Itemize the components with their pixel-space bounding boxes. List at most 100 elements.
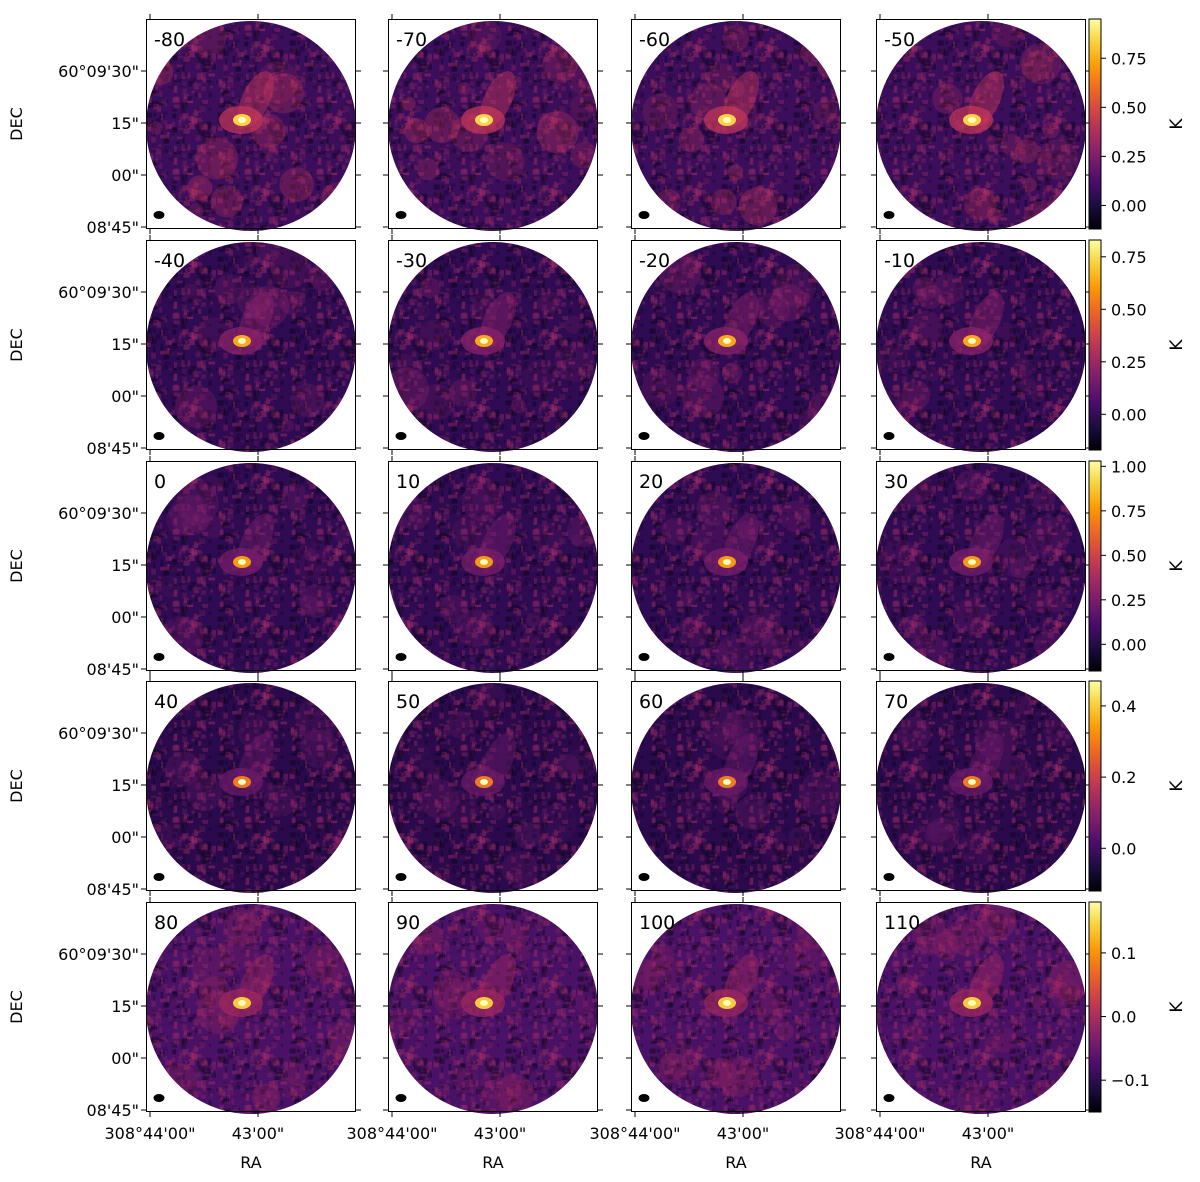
dec-tick-label: 00" — [111, 1049, 139, 1068]
ra-tick-label: 308°44'00" — [589, 1124, 680, 1143]
panel-frame — [631, 240, 841, 450]
beam-ellipse — [153, 873, 165, 881]
dec-tick-label: 00" — [111, 828, 139, 847]
colorbar: 0.4 0.2 0.0 K — [1088, 680, 1187, 892]
channel-panel: 110 — [871, 897, 1091, 1117]
ra-axis-label: RA — [240, 1153, 261, 1172]
colorbar-gradient — [1088, 680, 1102, 892]
panel-frame — [876, 902, 1086, 1112]
ra-axis-label: RA — [970, 1153, 991, 1172]
ra-tick-label: 43'00" — [962, 1124, 1014, 1143]
dec-tick-label: 00" — [111, 608, 139, 627]
panel-grid: -80 -70 -60 -50 -40 -30 -20 -10 0 10 20 30 40 50 60 70 8… — [141, 14, 1091, 1117]
colorbar-tick-label: 0.25 — [1111, 353, 1147, 372]
beam-ellipse — [638, 873, 650, 881]
channel-panel: 40 — [141, 676, 361, 896]
colorbar: 0.75 0.50 0.25 0.00 K — [1088, 18, 1187, 230]
beam-ellipse — [153, 653, 165, 661]
beam-ellipse — [395, 211, 407, 219]
velocity-label: 80 — [154, 912, 178, 934]
channel-panel: 0 — [141, 456, 361, 676]
dec-tick-label: 60°09'30" — [58, 283, 139, 302]
panel-frame — [146, 681, 356, 891]
velocity-label: -70 — [396, 29, 427, 51]
beam-ellipse — [883, 432, 895, 440]
velocity-label: 40 — [154, 691, 178, 713]
beam-ellipse — [153, 432, 165, 440]
colorbar-tick-label: 0.00 — [1111, 635, 1147, 654]
beam-ellipse — [153, 1094, 165, 1102]
beam-ellipse — [638, 432, 650, 440]
colorbar-tick-label: 0.50 — [1111, 546, 1147, 565]
velocity-label: -30 — [396, 250, 427, 272]
panel-frame — [876, 19, 1086, 229]
beam-ellipse — [395, 873, 407, 881]
dec-axis-label: DEC — [7, 328, 26, 362]
dec-tick-label: 15" — [111, 776, 139, 795]
channel-panel: -60 — [626, 14, 846, 234]
dec-tick-label: 00" — [111, 166, 139, 185]
dec-tick-label: 08'45" — [87, 880, 139, 899]
colorbar-tick-label: 0.25 — [1111, 591, 1147, 610]
beam-ellipse — [883, 1094, 895, 1102]
panel-frame — [388, 240, 598, 450]
ra-tick-label: 43'00" — [232, 1124, 284, 1143]
channel-panel: -10 — [871, 235, 1091, 455]
colorbar-tick-label: 0.1 — [1111, 944, 1136, 963]
channel-panel: -40 — [141, 235, 361, 455]
velocity-label: 60 — [639, 691, 663, 713]
velocity-label: 20 — [639, 471, 663, 493]
panel-frame — [631, 681, 841, 891]
colorbar-tick-label: 0.0 — [1111, 839, 1136, 858]
colorbar-gradient — [1088, 901, 1102, 1113]
dec-axis-label: DEC — [7, 769, 26, 803]
beam-ellipse — [153, 211, 165, 219]
colorbar-unit-label: K — [1167, 780, 1187, 792]
channel-panel: 50 — [383, 676, 603, 896]
beam-ellipse — [883, 873, 895, 881]
ra-tick-label: 308°44'00" — [346, 1124, 437, 1143]
dec-tick-label: 60°09'30" — [58, 945, 139, 964]
colorbars: 0.75 0.50 0.25 0.00 K 0.75 0.50 0.25 0.00 K 1.00 0.… — [1088, 18, 1187, 1113]
channel-panel: -80 — [141, 14, 361, 234]
beam-ellipse — [395, 653, 407, 661]
dec-axis-label: DEC — [7, 549, 26, 583]
beam-ellipse — [638, 1094, 650, 1102]
ra-tick-label: 43'00" — [717, 1124, 769, 1143]
dec-tick-label: 08'45" — [87, 660, 139, 679]
beam-ellipse — [638, 211, 650, 219]
colorbar-tick-label: 0.00 — [1111, 196, 1147, 215]
colorbar-tick-label: 1.00 — [1111, 457, 1147, 476]
colorbar: 1.00 0.75 0.50 0.25 0.00 K — [1088, 457, 1187, 672]
colorbar-tick-label: 0.25 — [1111, 147, 1147, 166]
channel-panel: 60 — [626, 676, 846, 896]
colorbar-gradient — [1088, 239, 1102, 451]
colorbar: 0.75 0.50 0.25 0.00 K — [1088, 239, 1187, 451]
dec-tick-label: 15" — [111, 114, 139, 133]
colorbar-tick-label: 0.00 — [1111, 405, 1147, 424]
panel-frame — [388, 461, 598, 671]
dec-tick-label: 60°09'30" — [58, 504, 139, 523]
dec-tick-label: 60°09'30" — [58, 724, 139, 743]
axis-labels: 60°09'30" 15" 00" 08'45" DEC 60°09'30" 15" 00" 0… — [7, 62, 1014, 1172]
ra-axis-label: RA — [482, 1153, 503, 1172]
channel-panel: 90 — [383, 897, 603, 1117]
dec-axis-label: DEC — [7, 990, 26, 1024]
dec-tick-label: 15" — [111, 556, 139, 575]
panel-frame — [146, 19, 356, 229]
velocity-label: -40 — [154, 250, 185, 272]
channel-panel: 100 — [626, 897, 846, 1117]
colorbar-tick-label: 0.50 — [1111, 300, 1147, 319]
channel-panel: -50 — [871, 14, 1091, 234]
dec-tick-label: 60°09'30" — [58, 62, 139, 81]
dec-tick-label: 00" — [111, 387, 139, 406]
channel-panel: -30 — [383, 235, 603, 455]
velocity-label: 90 — [396, 912, 420, 934]
colorbar-tick-label: 0.2 — [1111, 768, 1136, 787]
panel-frame — [388, 19, 598, 229]
ra-axis-label: RA — [725, 1153, 746, 1172]
colorbar-gradient — [1088, 460, 1102, 672]
channel-panel: 20 — [626, 456, 846, 676]
panel-frame — [631, 461, 841, 671]
